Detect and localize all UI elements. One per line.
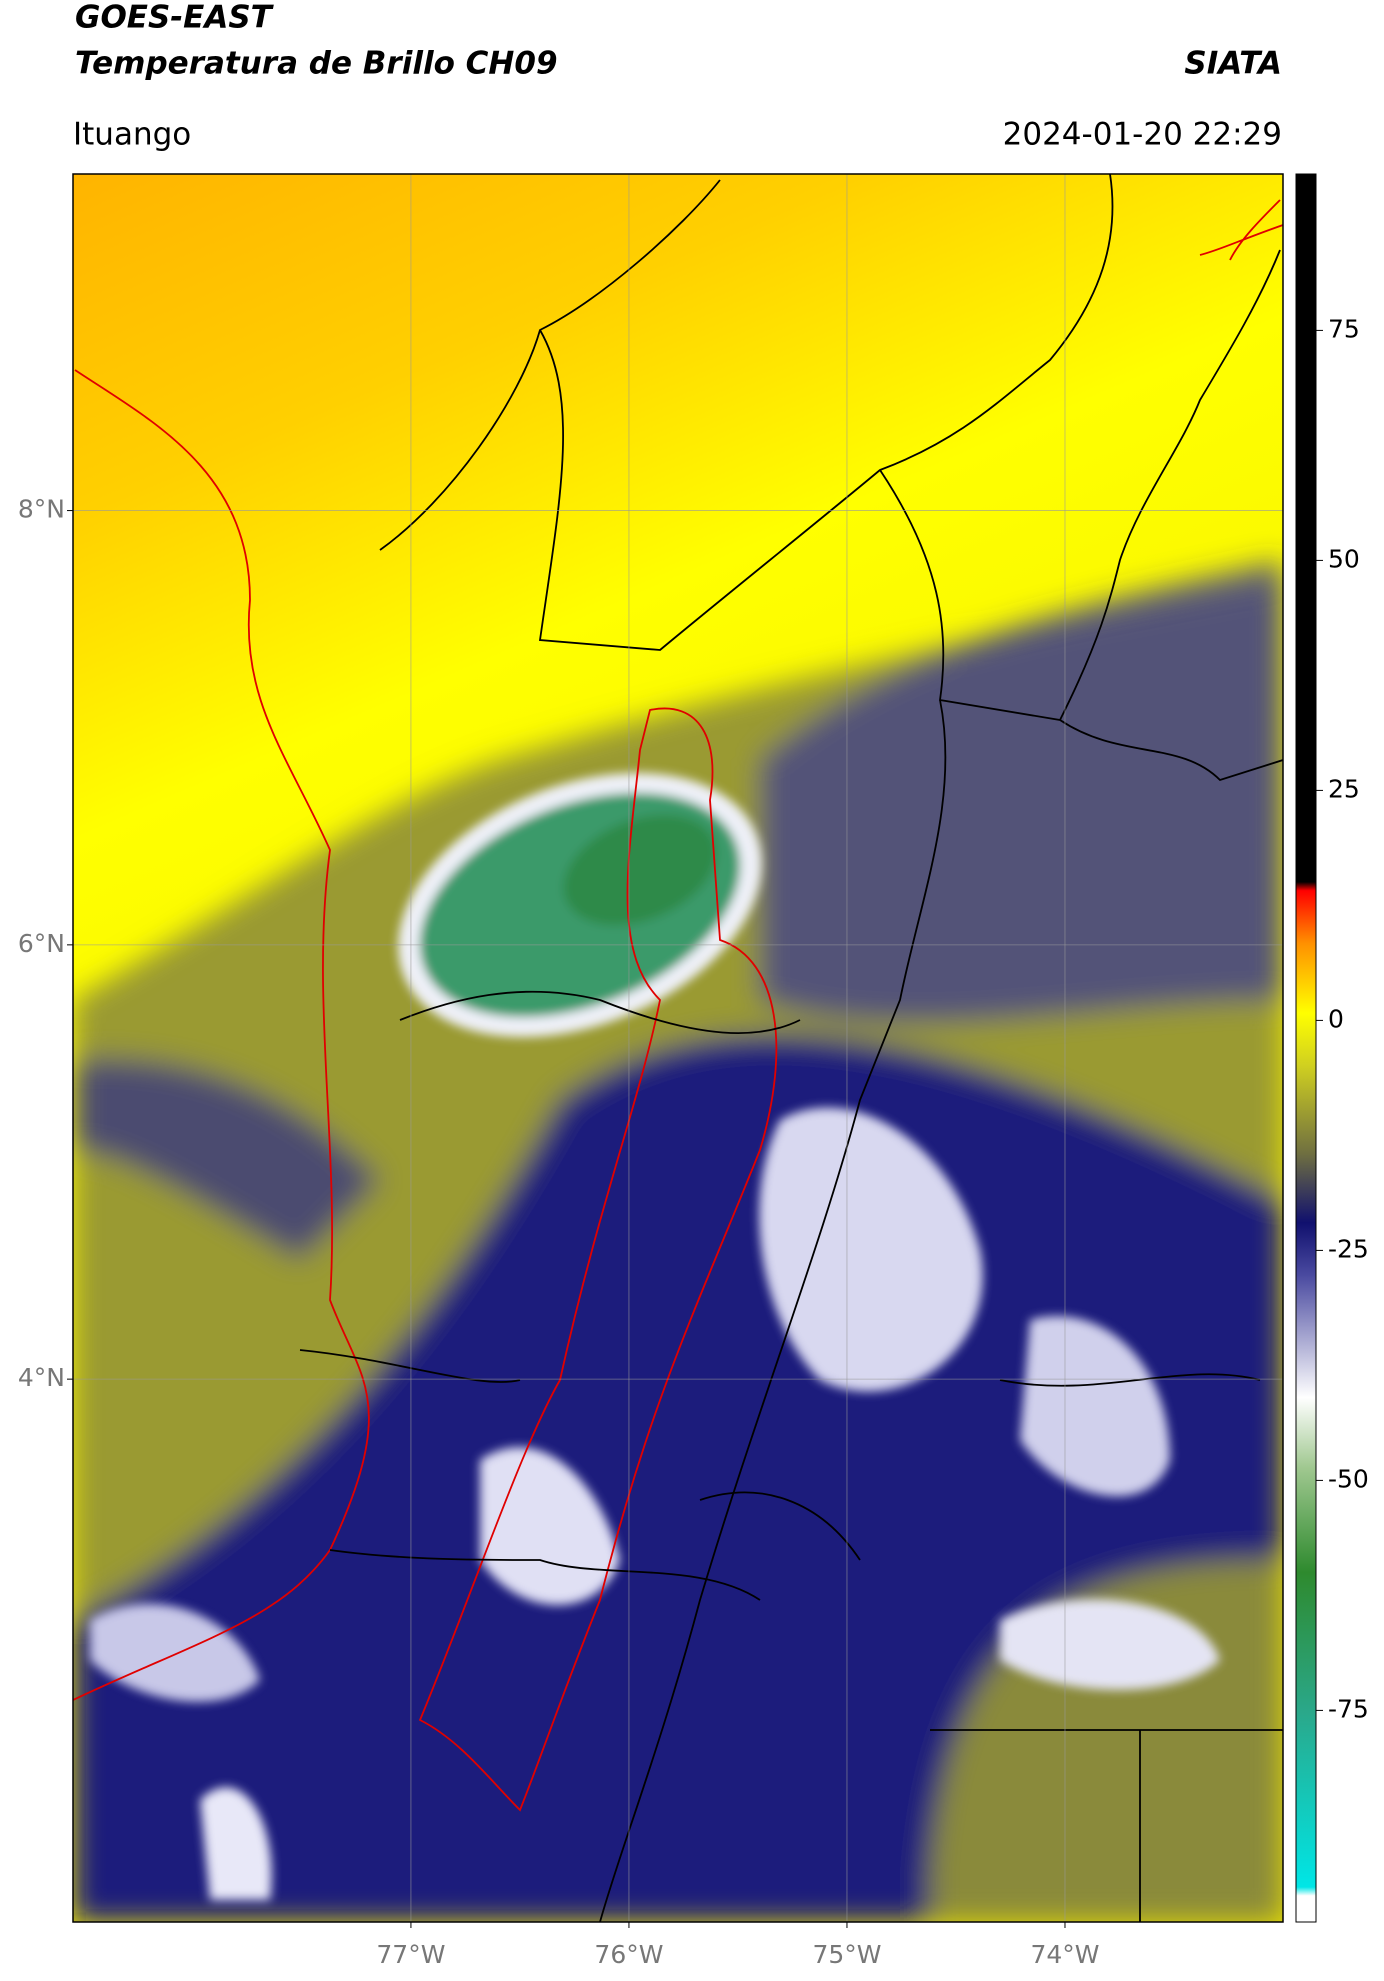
cloud-blue xyxy=(760,560,1283,1023)
admin-border xyxy=(379,174,1283,1922)
coastline xyxy=(1199,199,1283,261)
colorbar-label: 25 xyxy=(1328,774,1360,803)
datetime: 2024-01-20 22:29 xyxy=(1003,117,1282,153)
colorbar-label: -25 xyxy=(1328,1234,1369,1263)
cloud-blue xyxy=(73,1058,380,1260)
graticule xyxy=(73,174,1283,1922)
cloud-field xyxy=(73,560,1283,1922)
colorbar xyxy=(1295,173,1317,1923)
lat-label: 8°N xyxy=(18,495,65,524)
source: SIATA xyxy=(1184,46,1282,82)
colorbar-label: -50 xyxy=(1328,1464,1369,1493)
department-border xyxy=(418,707,778,1812)
lon-label: 75°W xyxy=(812,1940,881,1969)
cloud-tops xyxy=(90,772,1220,1900)
cold-top xyxy=(200,1787,272,1900)
colorbar-label: 50 xyxy=(1328,544,1360,573)
satellite-image xyxy=(73,174,1283,1922)
colorbar-label: 0 xyxy=(1328,1004,1344,1033)
borders xyxy=(73,174,1283,1922)
admin-border xyxy=(299,990,1283,1922)
location: Ituango xyxy=(73,117,191,153)
cold-top xyxy=(480,1447,620,1605)
cold-top xyxy=(90,1603,260,1702)
colorbar-label: -75 xyxy=(1328,1694,1369,1723)
cold-top xyxy=(759,1107,983,1392)
coastline xyxy=(73,369,370,1701)
lon-label: 77°W xyxy=(376,1940,445,1969)
title: GOES-EAST xyxy=(75,0,275,36)
lat-label: 4°N xyxy=(18,1363,65,1392)
lon-label: 76°W xyxy=(594,1940,663,1969)
storm-core xyxy=(563,814,717,926)
lat-label: 6°N xyxy=(18,929,65,958)
cold-top xyxy=(1020,1316,1170,1497)
subtitle: Temperatura de Brillo CH09 xyxy=(75,46,558,82)
lon-label: 74°W xyxy=(1030,1940,1099,1969)
map-frame xyxy=(72,173,1284,1923)
cold-top xyxy=(1000,1599,1220,1690)
colorbar-label: 75 xyxy=(1328,314,1360,343)
